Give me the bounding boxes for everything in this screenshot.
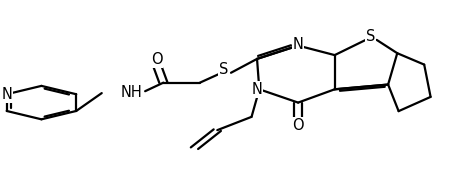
Text: N: N (293, 37, 304, 51)
Text: NH: NH (120, 85, 142, 100)
Text: S: S (365, 29, 375, 44)
Text: O: O (151, 52, 162, 67)
Text: N: N (251, 82, 262, 97)
Text: N: N (1, 87, 12, 102)
Text: S: S (219, 62, 229, 77)
Text: O: O (292, 118, 304, 133)
